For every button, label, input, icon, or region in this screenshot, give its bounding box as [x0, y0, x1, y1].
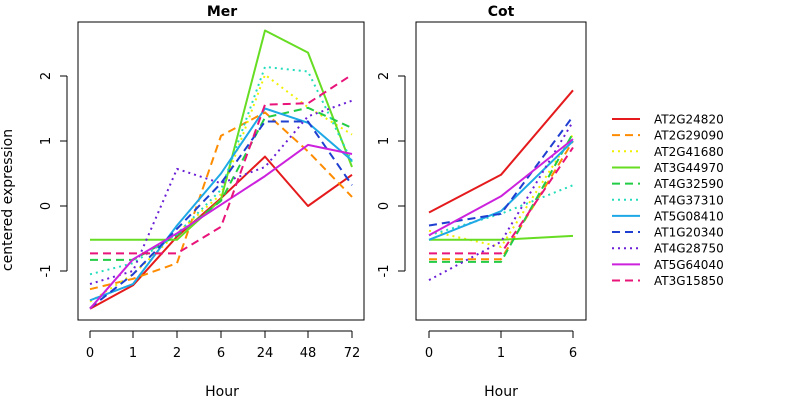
- panel-mer-series-at1g20340: [89, 120, 353, 309]
- panel-cot-y-tick-label: 1: [377, 137, 392, 145]
- legend-item: AT2G29090: [612, 129, 724, 143]
- panel-mer-y-tick-label: 1: [39, 137, 54, 145]
- legend-item: AT5G08410: [612, 209, 724, 223]
- panel-mer: Mer Hour 0 1 2 6 24 48 72 -1 0 1 2: [39, 4, 365, 400]
- panel-mer-y-tick-label: -1: [39, 265, 54, 278]
- panel-cot: Cot Hour 0 1 6 -1 0 1 2: [377, 4, 587, 400]
- legend-label: AT2G29090: [654, 129, 724, 143]
- panel-mer-x-axis-label: Hour: [205, 384, 239, 400]
- panel-mer-y-tick-label: 2: [39, 72, 54, 80]
- panel-mer-series-at4g28750: [89, 99, 353, 285]
- legend-item: AT4G37310: [612, 193, 724, 207]
- panel-mer-y-tick-label: 0: [39, 202, 54, 210]
- legend-item: AT3G44970: [612, 161, 724, 175]
- legend-item: AT5G64040: [612, 258, 724, 272]
- panel-mer-x-tick-label: 0: [86, 346, 94, 361]
- legend-item: AT2G41680: [612, 145, 724, 159]
- panel-cot-x-tick-label: 0: [425, 346, 433, 361]
- panel-mer-series-at4g37310: [89, 65, 353, 276]
- panel-mer-plot-frame: [77, 21, 365, 321]
- panel-cot-series-at4g32590: [429, 132, 574, 263]
- legend-item: AT2G24820: [612, 113, 724, 127]
- legend-label: AT3G15850: [654, 274, 724, 288]
- panel-cot-series-at5g64040: [428, 138, 574, 237]
- panel-mer-series-at2g41680: [89, 73, 353, 303]
- panel-cot-plot-frame: [415, 21, 587, 321]
- legend-label: AT2G41680: [654, 145, 724, 159]
- panel-cot-series-at1g20340: [428, 115, 574, 227]
- panel-cot-x-axis-label: Hour: [484, 384, 518, 400]
- legend-label: AT5G64040: [654, 258, 724, 272]
- panel-cot-series-at2g24820: [428, 89, 574, 214]
- legend-label: AT3G44970: [654, 161, 724, 175]
- panel-cot-title: Cot: [488, 4, 515, 20]
- panel-mer-x-tick-label: 48: [300, 346, 317, 361]
- legend-item: AT1G20340: [612, 226, 724, 240]
- panel-cot-series-at5g08410: [428, 140, 574, 241]
- panel-cot-series-at3g15850: [429, 146, 574, 255]
- y-axis-label: centered expression: [0, 129, 16, 271]
- panel-cot-series-at3g44970: [429, 234, 574, 241]
- legend-label: AT4G32590: [654, 177, 724, 191]
- panel-cot-x-tick-label: 6: [569, 346, 577, 361]
- legend-item: AT4G32590: [612, 177, 724, 191]
- panel-mer-title: Mer: [207, 4, 237, 20]
- panel-cot-series-at2g41680: [428, 133, 574, 248]
- panel-mer-x-tick-label: 24: [257, 346, 274, 361]
- panel-cot-x-tick-label: 1: [497, 346, 505, 361]
- legend-label: AT1G20340: [654, 226, 724, 240]
- panel-mer-series-at4g32590: [90, 106, 353, 261]
- legend-label: AT4G28750: [654, 242, 724, 256]
- panel-mer-series-at5g64040: [89, 143, 353, 310]
- panel-mer-x-tick-label: 2: [173, 346, 181, 361]
- legend-item: AT4G28750: [612, 242, 724, 256]
- panel-mer-series-at3g15850: [90, 73, 353, 255]
- legend: AT2G24820 AT2G29090 AT2G41680 AT3G44970 AT4G…: [612, 113, 724, 288]
- panel-cot-series-at4g28750: [428, 120, 574, 281]
- panel-mer-x-tick-label: 1: [129, 346, 137, 361]
- panel-cot-series-at2g29090: [429, 140, 574, 261]
- legend-label: AT2G24820: [654, 113, 724, 127]
- panel-mer-x-tick-label: 6: [217, 346, 225, 361]
- panel-mer-x-tick-label: 72: [344, 346, 361, 361]
- legend-item: AT3G15850: [612, 274, 724, 288]
- legend-label: AT5G08410: [654, 209, 724, 223]
- legend-label: AT4G37310: [654, 193, 724, 207]
- panel-mer-series-at2g29090: [89, 111, 353, 291]
- panel-cot-y-tick-label: 2: [377, 72, 392, 80]
- panel-cot-y-tick-label: -1: [377, 265, 392, 278]
- panel-cot-y-tick-label: 0: [377, 202, 392, 210]
- panel-cot-series-at4g37310: [428, 184, 574, 237]
